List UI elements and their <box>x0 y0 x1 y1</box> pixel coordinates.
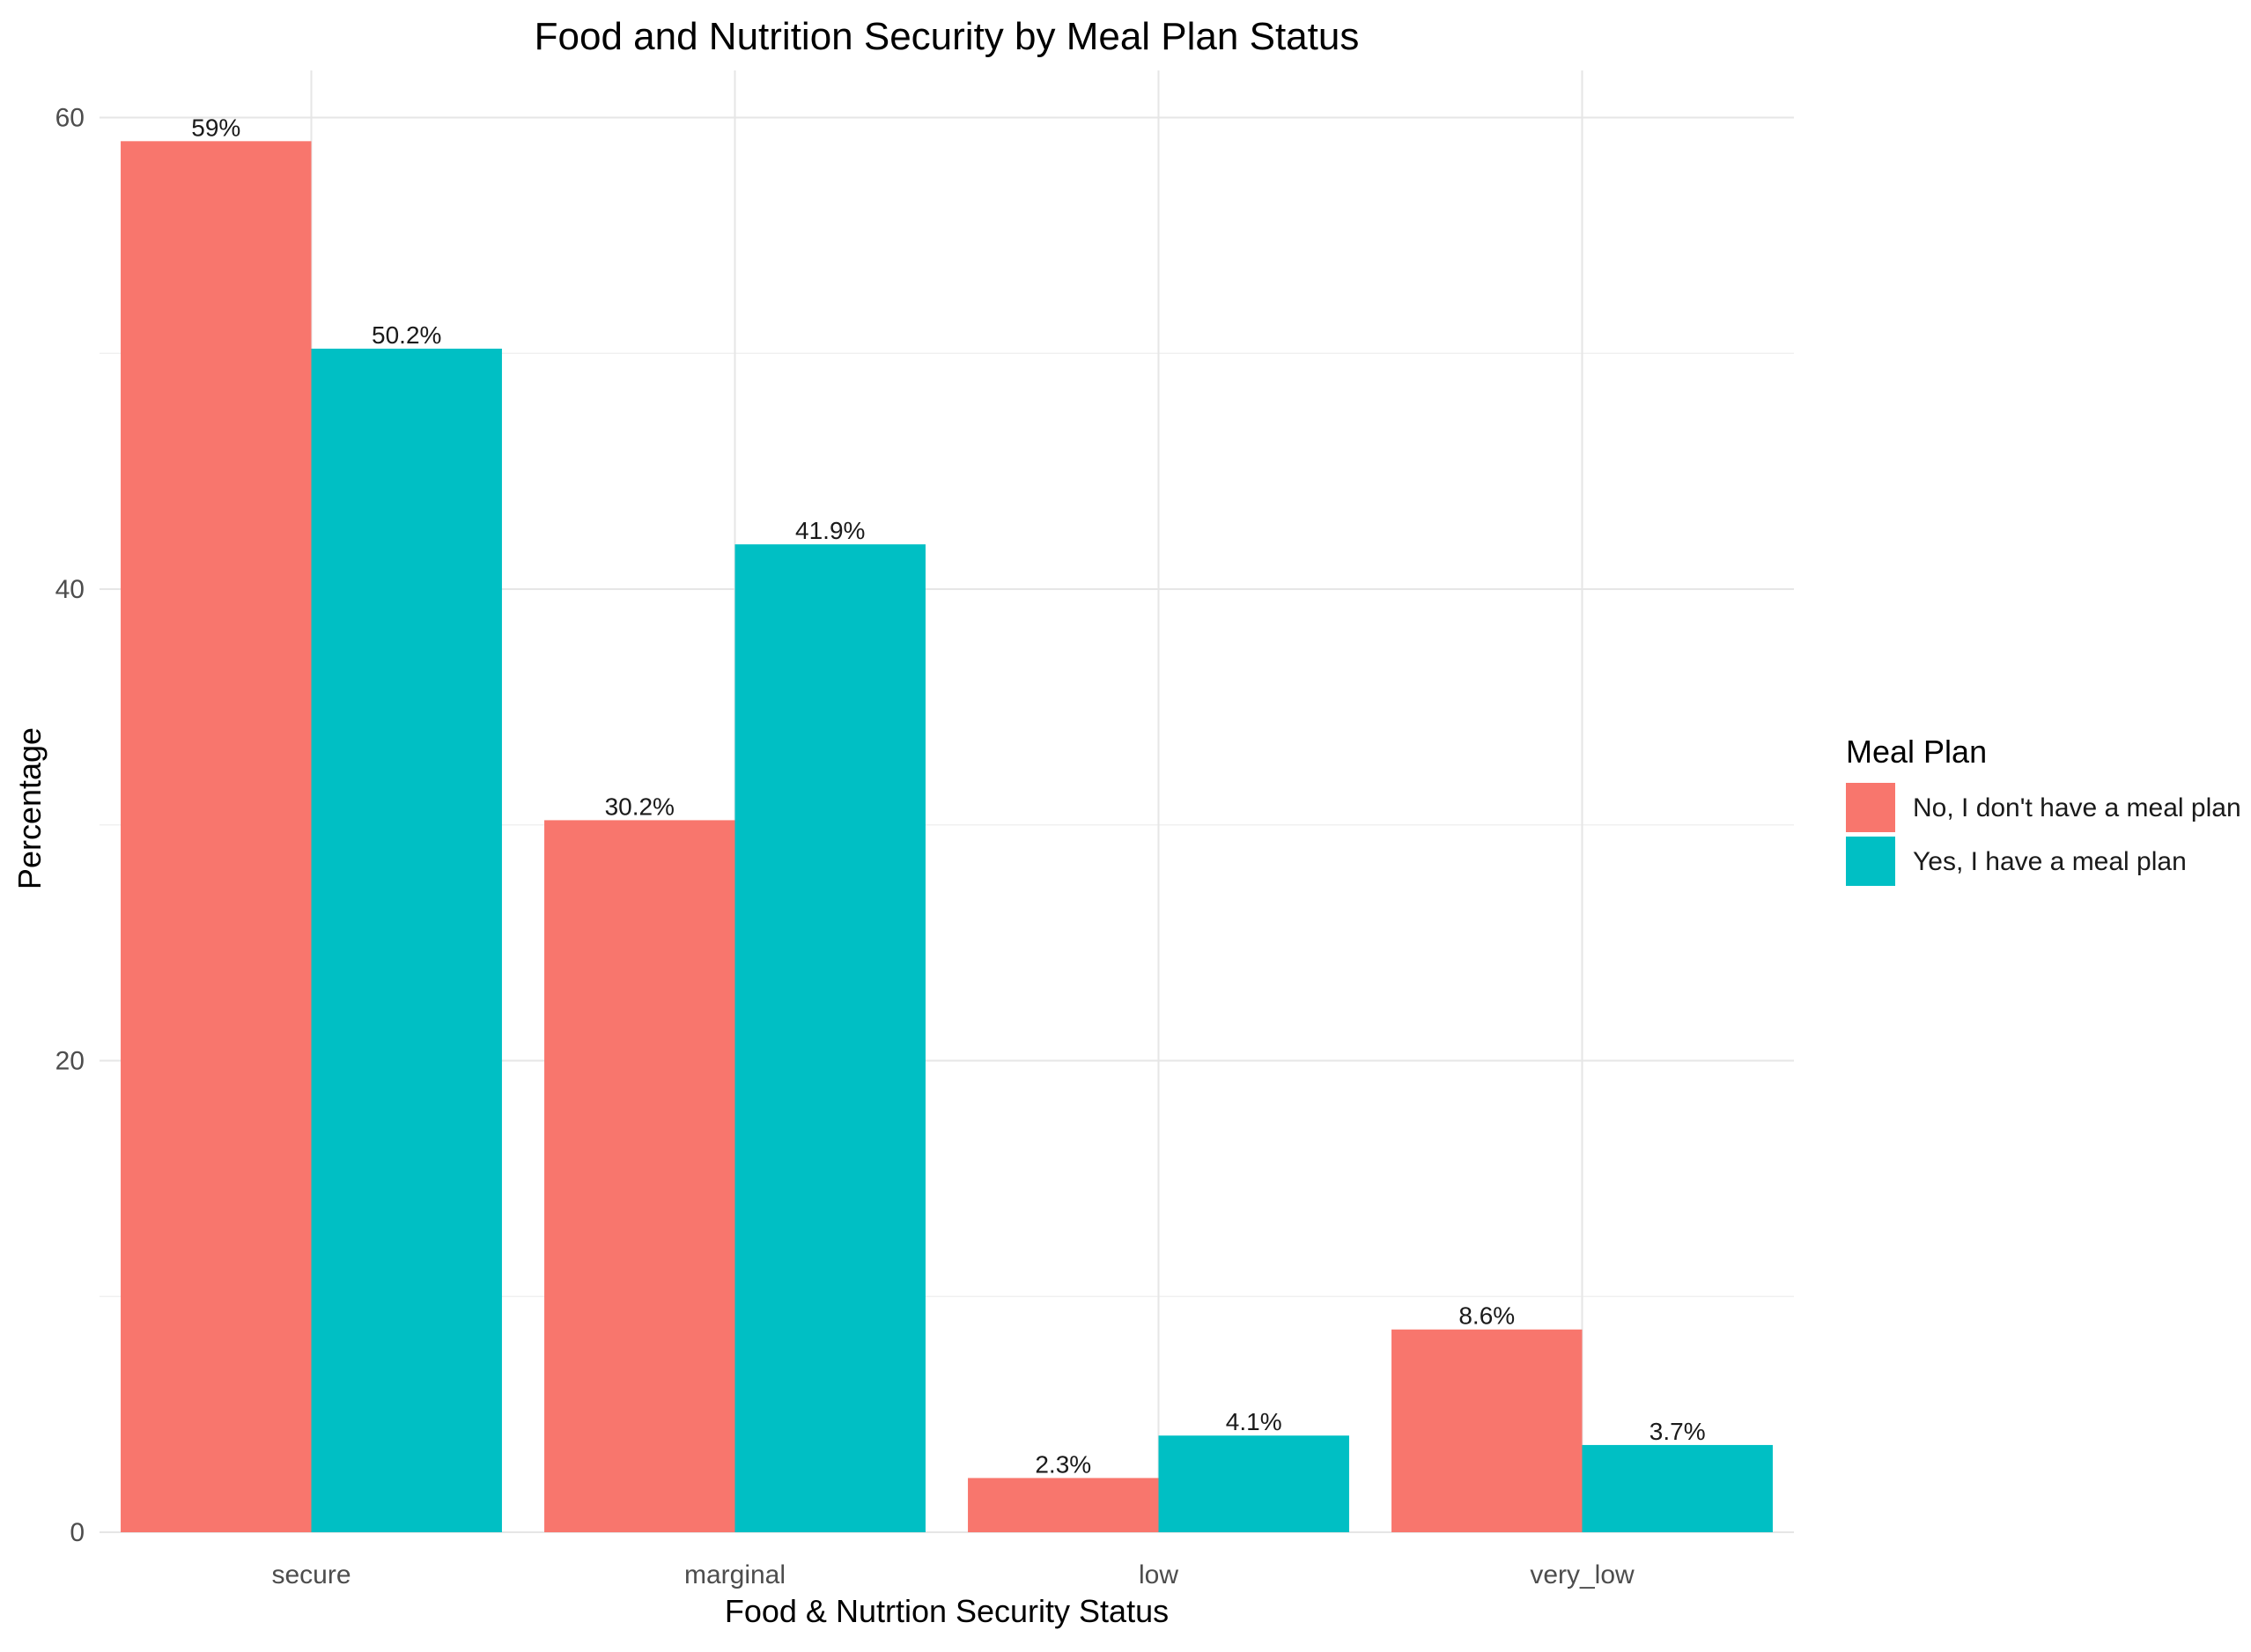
legend: Meal Plan No, I don't have a meal plan Ye… <box>1846 734 2241 886</box>
legend-label: Yes, I have a meal plan <box>1913 847 2187 876</box>
bar-value-label: 2.3% <box>1035 1450 1091 1478</box>
bar-value-label: 50.2% <box>372 321 441 349</box>
bar-value-label: 59% <box>191 114 240 141</box>
legend-title: Meal Plan <box>1846 734 1987 770</box>
x-tick-label: low <box>1139 1560 1178 1589</box>
bar <box>1582 1444 1773 1532</box>
bar <box>1391 1329 1583 1532</box>
bar-value-label: 8.6% <box>1458 1302 1515 1330</box>
chart-title: Food and Nutrition Security by Meal Plan… <box>535 15 1360 58</box>
bars <box>121 141 1773 1532</box>
bar-value-label: 41.9% <box>795 517 865 544</box>
y-tick-label: 40 <box>55 575 85 604</box>
legend-key <box>1846 837 1895 886</box>
y-tick-label: 0 <box>70 1518 85 1547</box>
axes: 0 20 40 60 secure marginal low very_low <box>55 104 1635 1589</box>
legend-label: No, I don't have a meal plan <box>1913 793 2241 822</box>
bar <box>121 141 312 1532</box>
bar <box>968 1478 1159 1532</box>
y-tick-label: 60 <box>55 104 85 133</box>
x-tick-label: secure <box>271 1560 351 1589</box>
y-axis-title: Percentage <box>11 727 48 889</box>
bar <box>734 544 926 1532</box>
data-labels: 59% 50.2% 30.2% 41.9% 2.3% 4.1% 8.6% 3.7% <box>191 114 1705 1478</box>
y-tick-label: 20 <box>55 1047 85 1076</box>
bar-value-label: 3.7% <box>1650 1418 1706 1445</box>
bar-value-label: 4.1% <box>1226 1408 1282 1435</box>
bar <box>544 820 735 1532</box>
x-tick-label: marginal <box>684 1560 786 1589</box>
x-axis-title: Food & Nutrtion Security Status <box>725 1593 1169 1629</box>
legend-key <box>1846 783 1895 832</box>
x-tick-label: very_low <box>1530 1560 1635 1589</box>
bar <box>311 348 502 1532</box>
legend-items: No, I don't have a meal plan Yes, I have … <box>1846 783 2241 886</box>
bar <box>1158 1435 1349 1532</box>
bar-value-label: 30.2% <box>605 793 675 820</box>
